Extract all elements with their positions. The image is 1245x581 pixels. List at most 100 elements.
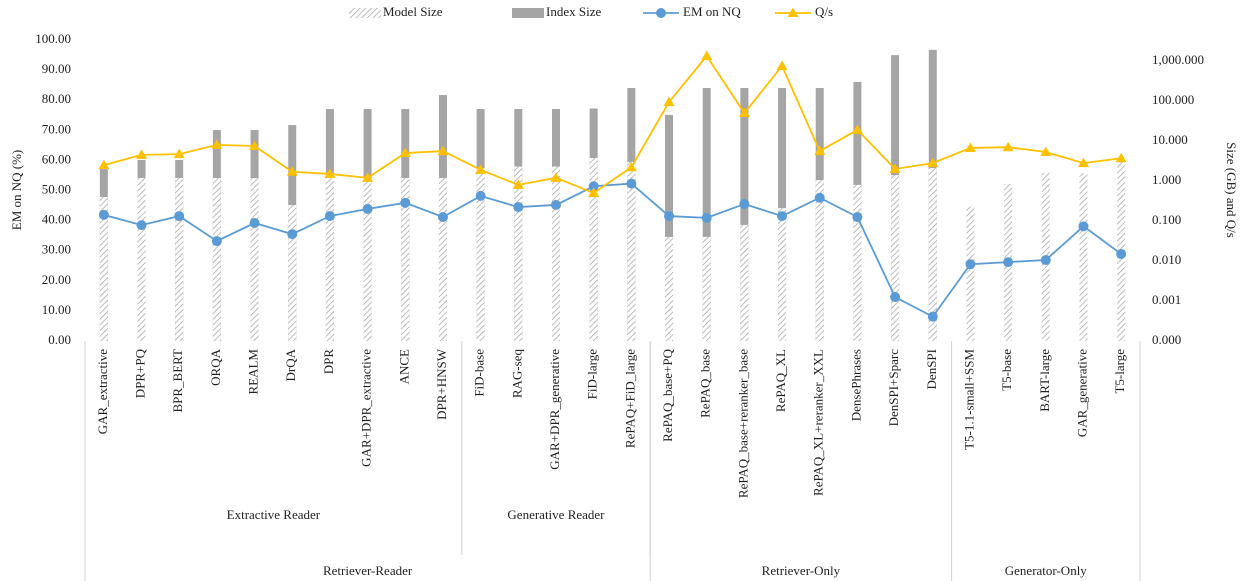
- x-tick-label: DensePhrases: [848, 349, 863, 421]
- line: [103, 182, 1122, 318]
- y-tick-label: 0.00: [48, 332, 71, 347]
- legend-marker: [787, 7, 799, 17]
- marker: [475, 190, 486, 201]
- line: [103, 54, 1122, 195]
- marker: [98, 209, 109, 220]
- marker: [136, 149, 148, 159]
- bar: [325, 177, 334, 341]
- bar: [853, 184, 862, 341]
- marker: [701, 50, 713, 61]
- y2-tick-label: 10.000: [1152, 132, 1188, 147]
- y-tick-label: 10.00: [42, 302, 71, 317]
- bar: [401, 177, 410, 341]
- group-label: Generator-Only: [1005, 563, 1088, 578]
- y-tick-label: 50.00: [42, 181, 71, 196]
- marker: [136, 220, 147, 231]
- bar: [476, 168, 485, 341]
- x-tick-label: GAR+DPR_extractive: [359, 349, 374, 467]
- x-tick-label: DPR+PQ: [133, 348, 148, 398]
- x-tick-label: ANCE: [396, 349, 411, 384]
- marker: [512, 179, 524, 189]
- marker: [890, 292, 901, 303]
- marker: [927, 311, 938, 322]
- marker: [550, 199, 561, 210]
- x-tick-label: DenSPI+Sparc: [886, 349, 901, 427]
- marker: [1116, 249, 1127, 260]
- group-label: Retriever-Reader: [323, 563, 413, 578]
- marker: [588, 187, 600, 198]
- marker: [664, 211, 675, 222]
- marker: [964, 142, 976, 152]
- y-tick-label: 40.00: [42, 212, 71, 227]
- y2-tick-label: 1,000.000: [1152, 52, 1204, 67]
- bar: [778, 208, 787, 341]
- x-tick-label: GAR_extractive: [95, 349, 110, 434]
- x-tick-label: FiD-large: [585, 349, 600, 400]
- y-tick-label: 60.00: [42, 151, 71, 166]
- bar: [928, 168, 937, 341]
- legend-label: Model Size: [383, 4, 443, 19]
- legend-swatch: [349, 8, 381, 18]
- x-tick-label: DPR: [321, 349, 336, 375]
- marker: [399, 147, 411, 158]
- x-tick-label: BART-large: [1037, 349, 1052, 412]
- x-tick-label: T5-large: [1112, 349, 1127, 394]
- legend-label: EM on NQ: [683, 4, 741, 19]
- marker: [211, 139, 223, 149]
- y-tick-label: 80.00: [42, 91, 71, 106]
- x-tick-label: REALM: [246, 349, 261, 395]
- y2-tick-label: 0.010: [1152, 252, 1181, 267]
- marker: [776, 60, 788, 70]
- bar: [551, 166, 560, 341]
- group-label: Generative Reader: [507, 507, 605, 522]
- y2-tick-label: 100.000: [1152, 92, 1194, 107]
- legend-marker: [656, 8, 666, 18]
- marker: [1115, 152, 1127, 163]
- bar: [665, 114, 674, 341]
- bar: [250, 177, 259, 341]
- y2-tick-label: 0.000: [1152, 332, 1181, 347]
- y-tick-label: 90.00: [42, 61, 71, 76]
- y-tick-label: 70.00: [42, 121, 71, 136]
- bar: [514, 166, 523, 341]
- y-tick-label: 30.00: [42, 242, 71, 257]
- bar: [99, 196, 108, 341]
- x-tick-label: GAR+DPR_generative: [547, 349, 562, 470]
- bar: [627, 161, 636, 341]
- x-tick-label: DPR+HNSW: [434, 348, 449, 420]
- bar: [891, 175, 900, 341]
- bar: [702, 236, 711, 341]
- marker: [286, 166, 298, 176]
- marker: [814, 145, 826, 156]
- x-tick-label: RePAQ_base+PQ: [660, 348, 675, 441]
- legend-swatch: [512, 8, 544, 18]
- marker: [625, 161, 637, 172]
- bar: [966, 206, 975, 341]
- y2-axis-title: Size (GB) and Q/s: [1224, 142, 1239, 238]
- marker: [626, 178, 637, 189]
- x-tick-label: RePAQ_XL: [773, 349, 788, 412]
- marker: [1003, 257, 1014, 268]
- y-tick-label: 100.00: [35, 31, 71, 46]
- marker: [1078, 221, 1089, 232]
- group-label: Retriever-Only: [762, 563, 841, 578]
- x-tick-label: RePAQ_base: [698, 349, 713, 418]
- marker: [324, 211, 335, 222]
- x-tick-label: RePAQ+FiD_large: [622, 349, 637, 448]
- marker: [174, 211, 185, 222]
- bar: [288, 205, 297, 341]
- x-tick-label: FiD-base: [472, 349, 487, 397]
- marker: [98, 159, 110, 170]
- marker: [287, 229, 298, 240]
- marker: [738, 107, 750, 118]
- marker: [852, 211, 863, 222]
- x-tick-label: T5-1.1-small+SSM: [961, 349, 976, 450]
- y-tick-label: 20.00: [42, 272, 71, 287]
- marker: [362, 172, 374, 182]
- bar: [740, 88, 749, 341]
- x-tick-label: ORQA: [208, 348, 223, 385]
- y2-tick-label: 1.000: [1152, 172, 1181, 187]
- marker: [588, 181, 599, 192]
- marker: [249, 140, 261, 150]
- marker: [701, 212, 712, 223]
